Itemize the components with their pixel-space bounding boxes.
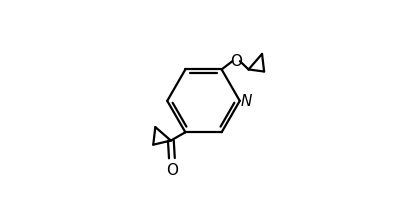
Text: O: O	[166, 163, 178, 178]
Text: O: O	[230, 54, 242, 69]
Text: N: N	[241, 94, 252, 109]
